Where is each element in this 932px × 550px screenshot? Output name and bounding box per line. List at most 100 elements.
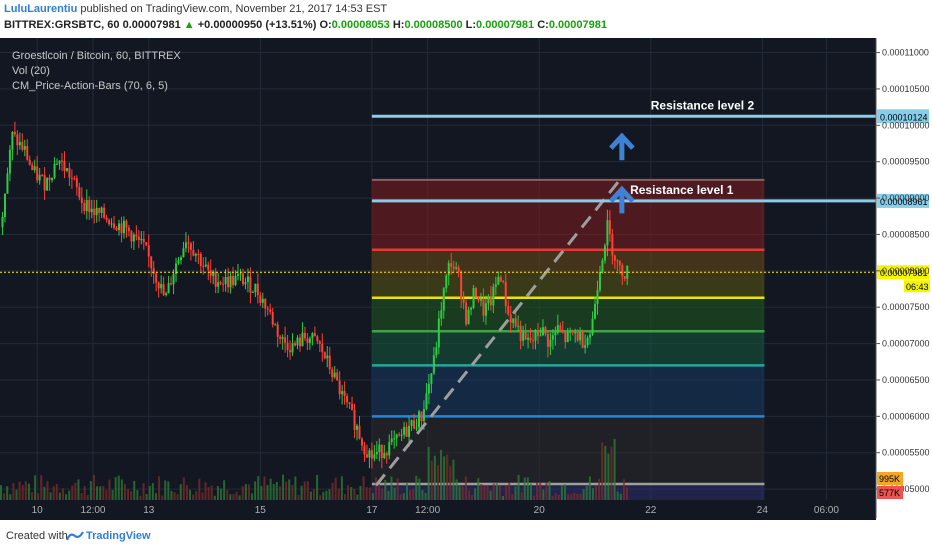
volume-bar [142,483,145,500]
candle-body [385,453,388,456]
candle-body [259,295,262,303]
volume-bar [526,477,529,500]
candle-body [177,260,180,264]
y-tick-label-0: 0.00011000 [882,48,929,58]
candle-body [546,334,549,347]
candle-body [596,290,599,305]
volume-bar [440,449,443,500]
candle-body [509,314,512,323]
candle-body [479,298,482,301]
volume-bar [359,485,362,500]
candle-body [189,243,192,250]
candle-body [502,281,505,283]
candle-body [529,337,532,341]
current-price-tag [877,265,929,280]
candle-body [388,442,391,456]
volume-bar [405,483,408,500]
tradingview-brand-link[interactable]: TradingView [86,530,151,542]
countdown-text: 06:43 [906,282,929,292]
candle-body [241,273,244,285]
candle-body [1,216,4,228]
candle-body [447,263,450,276]
candle-body [408,425,411,437]
candle-body [6,173,9,194]
volume-bar [477,478,480,500]
volume-legend[interactable]: Vol (20) [12,65,50,77]
candle-body [601,260,604,272]
fib-zone-2 [371,275,765,298]
volume-bar [573,492,576,500]
volume-bar [399,494,402,500]
price-change: +0.00000950 (+13.51%) [197,19,317,31]
fib-zone-0 [371,179,765,250]
candle-body [432,355,435,374]
candle-body [303,332,306,339]
volume-bar [86,494,89,500]
candle-body [422,409,425,422]
candle-body [122,220,125,234]
candle-body [323,352,326,359]
candle-body [556,325,559,333]
candle-body [222,283,225,285]
volume-bar [502,495,505,500]
volume-bar [195,490,198,500]
candle-body [462,299,465,303]
volume-bar [241,486,244,500]
candle-body [430,373,433,384]
candle-body [202,265,205,267]
candle-body [532,340,535,342]
candle-body [103,207,106,218]
candle-body [137,236,140,241]
low-label: L: [465,19,477,31]
volume-bar [387,490,390,500]
volume-bar [21,485,24,500]
volume-bar [139,495,142,500]
candle-body [157,282,160,289]
volume-bar [251,493,254,500]
x-tick-label-3: 15 [255,505,267,516]
y-tick-label-2: 0.00010000 [882,120,930,130]
candle-body [489,296,492,306]
x-tick-label-8: 24 [757,505,769,516]
volume-bar [272,484,275,500]
candle-body [8,149,11,174]
candle-body [311,333,314,339]
author-link[interactable]: LuluLaurentiu [4,3,78,15]
volume-bar [43,486,46,500]
volume-bar [545,482,548,500]
candle-body [53,163,56,178]
volume-bar [390,476,393,500]
candle-body [56,163,59,165]
volume-bar [74,482,77,500]
candle-body [266,308,269,310]
resistance-tag-text-2: 0.00010124 [880,112,928,122]
candle-body [395,434,398,439]
candle-body [487,296,490,304]
created-with-label: Created with [6,530,68,542]
volume-bar [207,487,210,500]
candle-body [271,311,274,325]
candle-body [467,309,470,325]
header-background [0,0,932,38]
candle-body [356,425,359,430]
candle-body [244,282,247,285]
volume-bar [288,479,291,500]
candle-body [147,245,150,257]
resistance-label-2: Resistance level 2 [651,98,755,112]
candle-body [321,343,324,353]
last-price: 0.00007981 [122,19,181,31]
candle-body [576,332,579,341]
cm-indicator-legend[interactable]: CM_Price-Action-Bars (70, 6, 5) [12,80,168,92]
volume-bar [455,479,458,500]
y-tick-label-11: 0.00005500 [882,448,930,458]
candle-body [234,276,237,286]
series-legend[interactable]: Groestlcoin / Bitcoin, 60, BITTREX [12,50,181,62]
candle-body [522,332,525,341]
volume-bar [52,486,55,500]
volume-bar [148,485,151,500]
candle-body [194,253,197,256]
volume-bar [328,489,331,500]
low-value: 0.00007981 [476,19,535,31]
volume-bar [588,476,591,500]
chart-canvas[interactable]: Resistance level 1 0.00008961 Resistance l… [0,0,932,520]
